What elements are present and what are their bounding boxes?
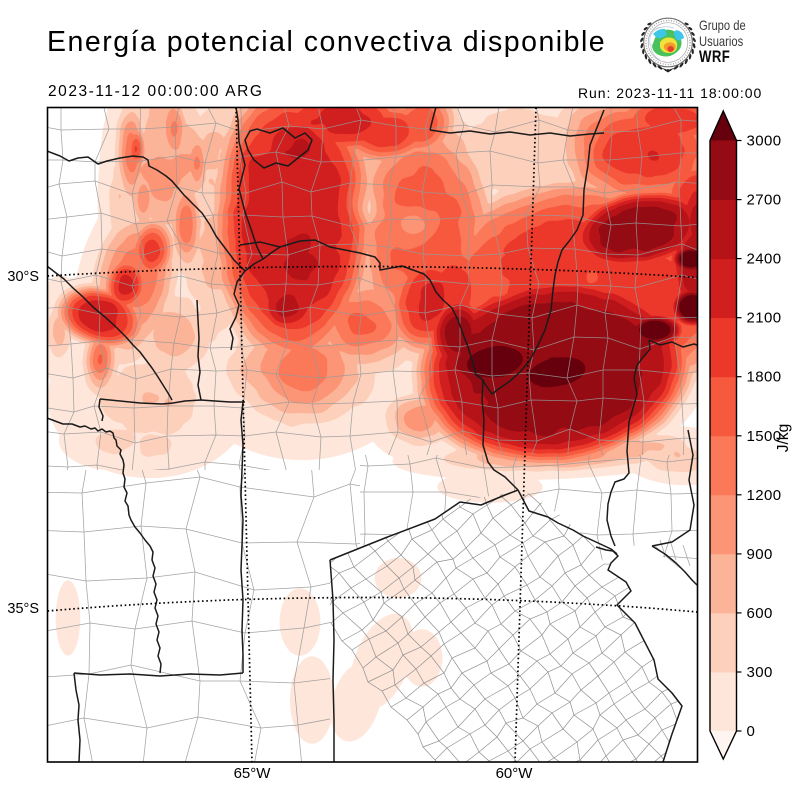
svg-text:300: 300 bbox=[747, 664, 773, 681]
svg-text:35°S: 35°S bbox=[7, 601, 39, 617]
svg-text:2700: 2700 bbox=[747, 192, 782, 209]
svg-text:65°W: 65°W bbox=[234, 765, 272, 782]
svg-text:2400: 2400 bbox=[747, 251, 782, 268]
svg-text:1800: 1800 bbox=[747, 369, 782, 386]
svg-text:3000: 3000 bbox=[747, 133, 782, 150]
svg-text:600: 600 bbox=[747, 605, 773, 622]
svg-text:60°W: 60°W bbox=[496, 765, 534, 782]
svg-text:0: 0 bbox=[747, 723, 756, 740]
svg-text:2100: 2100 bbox=[747, 310, 782, 327]
svg-text:30°S: 30°S bbox=[7, 269, 39, 285]
svg-text:1500: 1500 bbox=[747, 428, 782, 445]
svg-text:900: 900 bbox=[747, 546, 773, 563]
svg-text:J/kg: J/kg bbox=[775, 424, 792, 452]
svg-text:1200: 1200 bbox=[747, 487, 782, 504]
